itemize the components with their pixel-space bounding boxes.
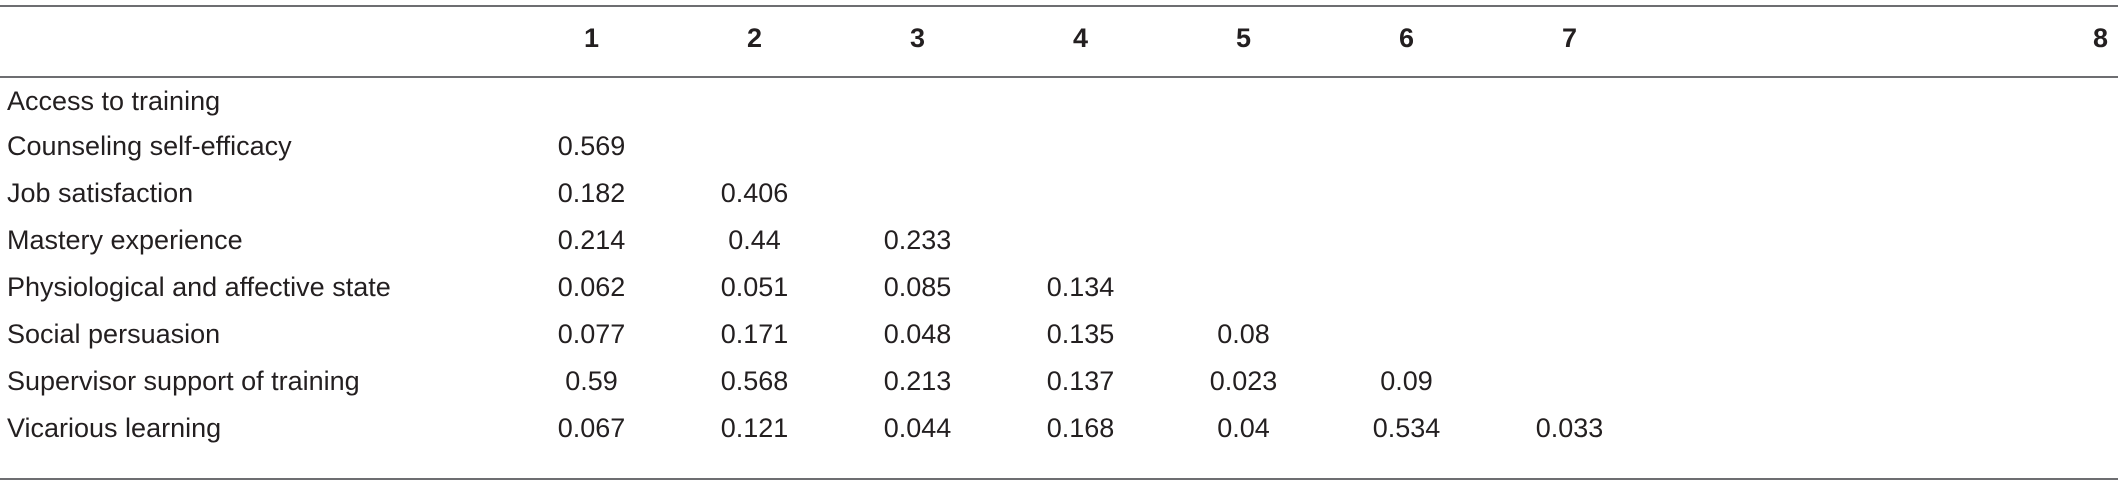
table-bottom-rule: [0, 478, 2118, 480]
table-cell: 0.067: [557, 413, 626, 443]
table-cell: [1325, 123, 1488, 170]
row-label: Physiological and affective state: [7, 272, 391, 302]
row-label: Counseling self-efficacy: [7, 131, 292, 161]
table-cell: [999, 170, 1162, 217]
table-cell: 0.121: [720, 413, 789, 443]
table-cell: 0.135: [1046, 319, 1115, 349]
header-cell-2: 2: [746, 22, 763, 53]
table-cell: [1162, 217, 1325, 264]
table-cell: [1325, 264, 1488, 311]
row-label: Mastery experience: [7, 225, 243, 255]
table-cell: [1651, 311, 2118, 358]
table-cell: 0.214: [557, 225, 626, 255]
table-top-rule: [0, 5, 2118, 7]
table-cell: 0.062: [557, 272, 626, 302]
table-row: Physiological and affective state 0.062 …: [0, 264, 2118, 311]
table-cell: [1325, 217, 1488, 264]
table-row: Social persuasion 0.077 0.171 0.048 0.13…: [0, 311, 2118, 358]
table-cell: 0.168: [1046, 413, 1115, 443]
table-cell: [836, 170, 999, 217]
row-label: Social persuasion: [7, 319, 221, 349]
header-cell-8: 8: [2092, 22, 2108, 53]
table-row: Job satisfaction 0.182 0.406: [0, 170, 2118, 217]
table-cell: 0.569: [557, 131, 626, 161]
table-row: Counseling self-efficacy 0.569: [0, 123, 2118, 170]
table-cell: 0.04: [1217, 413, 1270, 443]
header-cell-6: 6: [1398, 22, 1415, 53]
row-label: Job satisfaction: [7, 178, 194, 208]
table-cell: 0.077: [557, 319, 626, 349]
table-cell: [1488, 358, 1651, 405]
table-cell: 0.182: [557, 178, 626, 208]
table-cell: 0.051: [720, 272, 789, 302]
row-label: Supervisor support of training: [7, 366, 360, 396]
table-cell: [999, 217, 1162, 264]
header-cell-5: 5: [1235, 22, 1252, 53]
correlation-table: 1 2 3 4 5 6 7 8 Access to training: [0, 0, 2118, 452]
table-cell: 0.534: [1372, 413, 1441, 443]
table-row: Mastery experience 0.214 0.44 0.233: [0, 217, 2118, 264]
table-row: Vicarious learning 0.067 0.121 0.044 0.1…: [0, 405, 2118, 452]
table-cell: [1651, 405, 2118, 452]
header-cell-4: 4: [1072, 22, 1089, 53]
table-cell: [1488, 76, 1651, 123]
table-cell: [1488, 311, 1651, 358]
table-cell: [1488, 170, 1651, 217]
table-cell: 0.406: [720, 178, 789, 208]
table-cell: [1651, 217, 2118, 264]
table-cell: [1651, 76, 2118, 123]
header-cell-7: 7: [1561, 22, 1578, 53]
table-header-row: 1 2 3 4 5 6 7 8: [0, 0, 2118, 76]
table-cell: [1651, 123, 2118, 170]
table-cell: [836, 123, 999, 170]
table-cell: [1162, 76, 1325, 123]
table-row: Access to training: [0, 76, 2118, 123]
table-cell: [1651, 170, 2118, 217]
table-cell: 0.033: [1535, 413, 1604, 443]
row-label: Access to training: [7, 86, 221, 116]
table-cell: [510, 76, 673, 123]
table-header-rule: [0, 76, 2118, 78]
table-cell: 0.568: [720, 366, 789, 396]
header-cell-1: 1: [583, 22, 600, 53]
table-cell: [1162, 123, 1325, 170]
table-cell: 0.134: [1046, 272, 1115, 302]
table-cell: [1325, 311, 1488, 358]
table-cell: 0.233: [883, 225, 952, 255]
table-cell: 0.048: [883, 319, 952, 349]
row-label: Vicarious learning: [7, 413, 222, 443]
table-cell: [1651, 358, 2118, 405]
table-cell: [1325, 76, 1488, 123]
table-cell: [1325, 170, 1488, 217]
table-cell: [1162, 170, 1325, 217]
table-cell: [1488, 123, 1651, 170]
table-body: Access to training Counseling self-effic…: [0, 76, 2118, 452]
table-cell: 0.085: [883, 272, 952, 302]
table-cell: 0.171: [720, 319, 789, 349]
table-cell: [999, 123, 1162, 170]
header-cell-3: 3: [909, 22, 926, 53]
table-cell: 0.09: [1380, 366, 1433, 396]
table-cell: 0.137: [1046, 366, 1115, 396]
table-cell: 0.044: [883, 413, 952, 443]
table-cell: [999, 76, 1162, 123]
table-cell: [1488, 217, 1651, 264]
table-cell: 0.44: [728, 225, 781, 255]
table-cell: [1651, 264, 2118, 311]
table-cell: [1488, 264, 1651, 311]
table-cell: 0.023: [1209, 366, 1278, 396]
table-cell: 0.59: [565, 366, 618, 396]
header-cell-label: [0, 0, 510, 76]
table-cell: [836, 76, 999, 123]
table-cell: 0.213: [883, 366, 952, 396]
table-cell: 0.08: [1217, 319, 1270, 349]
table-cell: [1162, 264, 1325, 311]
table-cell: [673, 123, 836, 170]
table-row: Supervisor support of training 0.59 0.56…: [0, 358, 2118, 405]
table-cell: [673, 76, 836, 123]
